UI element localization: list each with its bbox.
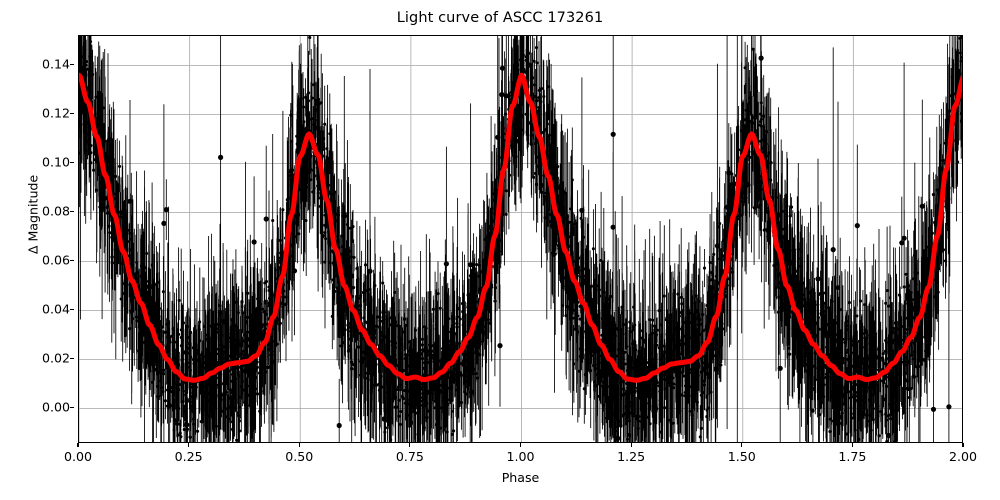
- x-tick-label: 0.50: [285, 449, 314, 464]
- x-tick-mark: [409, 443, 411, 447]
- x-axis-tick-labels: 0.00 0.25 0.50 0.75 1.00 1.25 1.50 1.75 2.00: [64, 449, 977, 467]
- y-tick-mark: [70, 210, 74, 213]
- x-tick-mark: [741, 443, 743, 447]
- x-tick-label: 0.00: [63, 449, 93, 464]
- x-tick-label: 1.50: [727, 449, 756, 464]
- y-tick-mark: [70, 112, 74, 115]
- y-tick-label: 0.02: [41, 350, 70, 366]
- x-tick-mark: [188, 443, 190, 447]
- x-tick-mark: [298, 443, 300, 447]
- plot-axes-area: [78, 35, 963, 443]
- x-tick-label: 0.25: [174, 449, 203, 464]
- x-tick-label: 2.00: [948, 449, 978, 464]
- y-tick-label: 0.12: [41, 105, 70, 121]
- y-tick-label: 0.10: [41, 154, 70, 170]
- model-curve-layer: [79, 72, 962, 383]
- page-title: Light curve of ASCC 173261: [396, 10, 604, 26]
- light-curve-plot: [79, 36, 962, 442]
- y-axis-title: Δ Magnitude: [25, 174, 41, 255]
- y-tick-mark: [70, 259, 74, 262]
- y-tick-label: 0.06: [41, 252, 70, 268]
- x-tick-mark: [77, 443, 79, 447]
- y-tick-mark: [70, 308, 74, 311]
- y-tick-label: 0.04: [41, 301, 70, 317]
- y-axis-tick-labels: 0.00 0.02 0.04 0.06 0.08 0.10 0.12 0.14: [8, 35, 70, 443]
- y-tick-mark: [70, 161, 74, 164]
- x-tick-mark: [851, 443, 853, 447]
- y-tick-label: 0.00: [41, 399, 70, 415]
- x-tick-label: 1.25: [617, 449, 646, 464]
- y-tick-mark: [70, 357, 74, 360]
- y-tick-label: 0.14: [41, 56, 70, 72]
- x-tick-label: 1.75: [838, 449, 867, 464]
- y-tick-mark: [70, 63, 74, 66]
- x-axis-title: Phase: [501, 470, 540, 485]
- y-tick-label: 0.08: [41, 203, 70, 219]
- x-tick-mark: [962, 443, 964, 447]
- x-tick-label: 1.00: [506, 449, 535, 464]
- x-tick-mark: [519, 443, 522, 447]
- y-tick-mark: [70, 406, 74, 409]
- x-tick-mark: [630, 443, 632, 447]
- x-tick-label: 0.75: [395, 449, 424, 464]
